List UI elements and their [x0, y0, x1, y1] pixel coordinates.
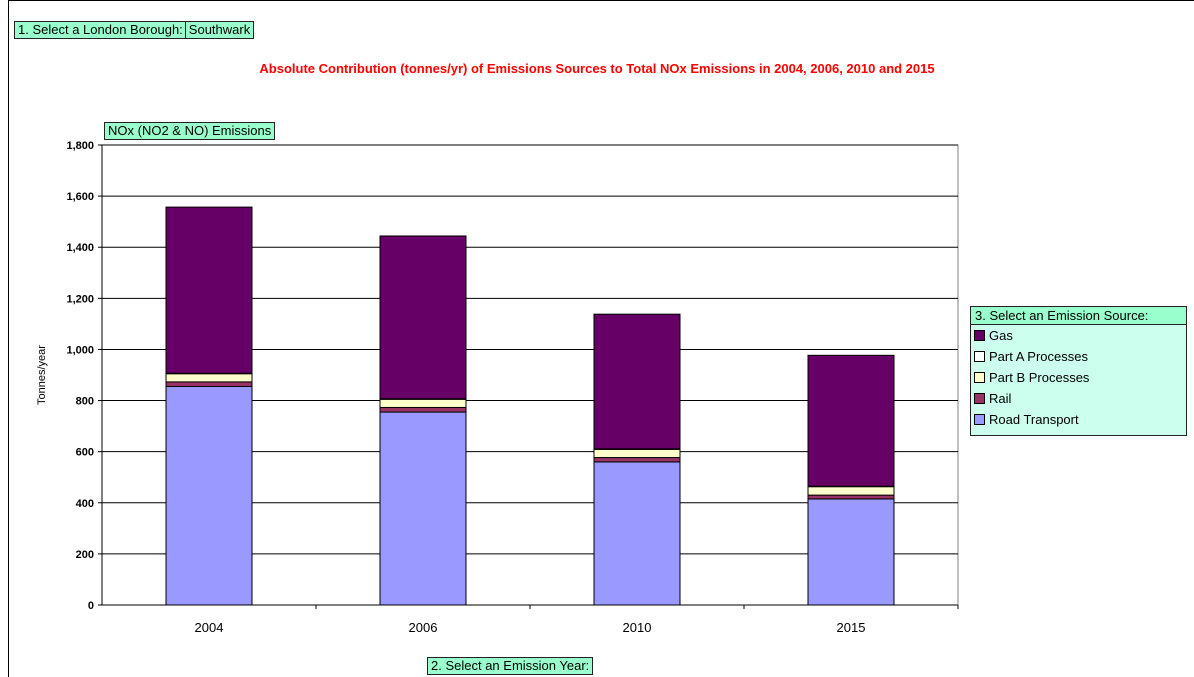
bar-part-b-processes-2010 — [593, 448, 681, 459]
chart-title: Absolute Contribution (tonnes/yr) of Emi… — [259, 61, 935, 76]
bar-part-b-processes-2006 — [379, 398, 467, 408]
bar-gas-2010 — [593, 313, 681, 450]
legend-label: Part B Processes — [989, 370, 1090, 385]
bar-road-transport-2006 — [379, 411, 467, 606]
bar-gas-2015 — [807, 354, 895, 487]
y-tick-label: 1,800 — [66, 140, 94, 152]
chart-frame — [8, 0, 1194, 677]
legend-swatch — [974, 414, 985, 425]
legend-label: Part A Processes — [989, 349, 1088, 364]
legend-item-road-transport[interactable]: Road Transport — [971, 409, 1186, 430]
bar-part-b-processes-2015 — [807, 486, 895, 496]
legend-label: Road Transport — [989, 412, 1079, 427]
y-tick-label: 0 — [88, 600, 94, 612]
bar-road-transport-2004 — [165, 386, 253, 606]
x-tick-label: 2006 — [409, 620, 438, 635]
x-tick-label: 2015 — [837, 620, 866, 635]
y-tick-label: 1,400 — [66, 242, 94, 254]
pollutant-selector[interactable]: NOx (NO2 & NO) Emissions — [104, 122, 276, 140]
x-tick-label: 2010 — [623, 620, 652, 635]
bar-rail-2006 — [379, 406, 467, 413]
year-selector[interactable]: 2. Select an Emission Year: — [427, 657, 594, 675]
bar-road-transport-2010 — [593, 461, 681, 606]
borough-selector-value[interactable]: Southwark — [184, 22, 250, 38]
legend-label: Gas — [989, 328, 1013, 343]
bar-rail-2004 — [165, 381, 253, 387]
borough-selector-label: 1. Select a London Borough: — [18, 22, 183, 37]
bar-gas-2006 — [379, 235, 467, 400]
bar-gas-2004 — [165, 206, 253, 374]
borough-selector[interactable]: 1. Select a London Borough: Southwark — [14, 21, 255, 39]
legend-swatch — [974, 330, 985, 341]
legend-item-rail[interactable]: Rail — [971, 388, 1186, 409]
y-tick-label: 1,200 — [66, 293, 94, 305]
legend-item-part-a-processes[interactable]: Part A Processes — [971, 346, 1186, 367]
emission-source-selector-label: 3. Select an Emission Source: — [971, 307, 1186, 325]
x-tick-label: 2004 — [195, 620, 224, 635]
bar-part-b-processes-2004 — [165, 373, 253, 383]
legend-swatch — [974, 393, 985, 404]
legend-label: Rail — [989, 391, 1012, 406]
y-tick-label: 400 — [76, 498, 94, 510]
legend-item-part-b-processes[interactable]: Part B Processes — [971, 367, 1186, 388]
y-tick-label: 1,600 — [66, 191, 94, 203]
y-axis-title: Tonnes/year — [36, 345, 48, 405]
y-tick-label: 600 — [76, 447, 94, 459]
bar-road-transport-2015 — [807, 498, 895, 606]
y-tick-label: 1,000 — [66, 344, 94, 356]
legend-items: Gas Part A Processes Part B Processes Rail R… — [971, 325, 1186, 430]
legend-swatch — [974, 351, 985, 362]
y-tick-label: 200 — [76, 549, 94, 561]
legend-item-gas[interactable]: Gas — [971, 325, 1186, 346]
legend-swatch — [974, 372, 985, 383]
emission-source-legend[interactable]: 3. Select an Emission Source: Gas Part A … — [970, 306, 1187, 436]
bar-rail-2015 — [807, 494, 895, 500]
bar-rail-2010 — [593, 457, 681, 463]
y-tick-label: 800 — [76, 396, 94, 408]
